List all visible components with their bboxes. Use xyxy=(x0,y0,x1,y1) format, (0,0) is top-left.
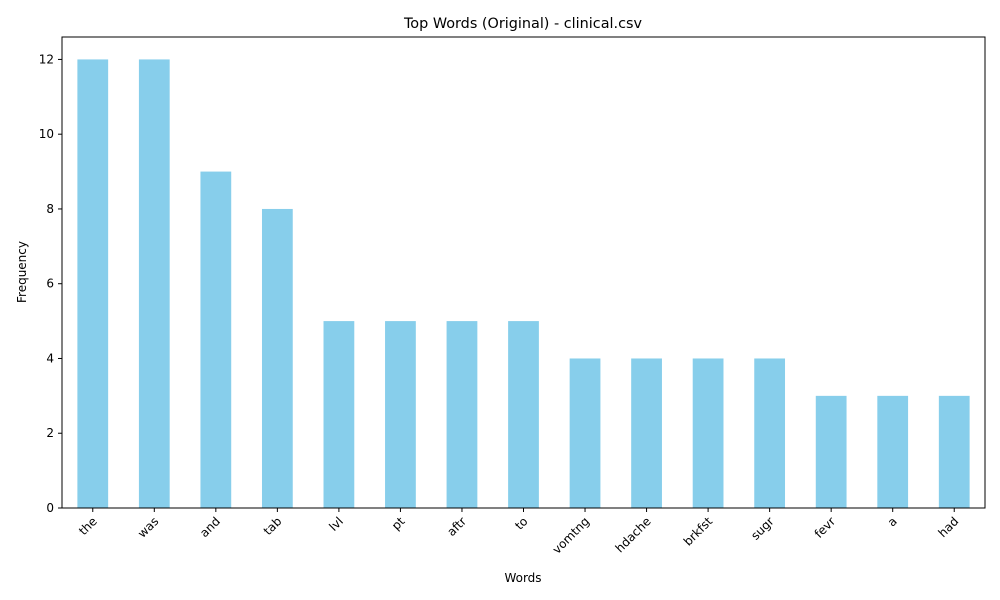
bar-sugr xyxy=(754,358,786,508)
bar-pt xyxy=(385,321,416,508)
bar-tab xyxy=(261,208,293,508)
x-tick-label: to xyxy=(512,514,530,532)
bar-aftr xyxy=(446,321,478,508)
x-tick-label: brkfst xyxy=(681,514,716,549)
bar-brkfst xyxy=(692,358,724,508)
y-tick-label: 0 xyxy=(46,501,54,515)
x-tick-label: tab xyxy=(261,514,285,538)
y-tick-label: 4 xyxy=(46,351,54,365)
x-axis: the was and tab lvl pt aftr to vomtng hdache brkfs… xyxy=(76,508,961,557)
bar-lvl xyxy=(323,321,355,508)
y-tick-label: 10 xyxy=(39,127,54,141)
bars-group xyxy=(77,59,970,509)
bar-vomtng xyxy=(569,358,601,508)
bar-a xyxy=(877,395,909,508)
x-tick-label: pt xyxy=(389,514,408,533)
bar-had xyxy=(938,395,970,508)
x-tick-label: lvl xyxy=(326,514,346,534)
x-axis-label: Words xyxy=(504,571,541,585)
y-axis: 0 2 4 6 8 10 12 xyxy=(39,52,62,515)
y-tick-label: 2 xyxy=(46,426,54,440)
y-tick-label: 12 xyxy=(39,52,54,66)
x-tick-label: a xyxy=(885,514,900,529)
y-tick-label: 6 xyxy=(46,277,54,291)
x-tick-label: fevr xyxy=(812,514,839,541)
y-tick-label: 8 xyxy=(46,202,54,216)
x-tick-label: sugr xyxy=(748,514,777,543)
x-tick-label: vomtng xyxy=(550,514,592,556)
bar-the xyxy=(77,59,109,509)
x-tick-label: was xyxy=(135,514,161,540)
x-tick-label: had xyxy=(935,514,961,540)
bar-was xyxy=(138,59,170,509)
x-tick-label: the xyxy=(76,514,100,538)
bar-to xyxy=(508,321,539,508)
chart-title: Top Words (Original) - clinical.csv xyxy=(403,16,643,32)
x-tick-label: and xyxy=(197,514,223,540)
x-tick-label: hdache xyxy=(613,514,654,555)
bar-fevr xyxy=(815,395,847,508)
y-axis-label: Frequency xyxy=(15,241,29,303)
bar-hdache xyxy=(631,358,662,508)
bar-and xyxy=(200,171,232,509)
x-tick-label: aftr xyxy=(444,514,469,539)
